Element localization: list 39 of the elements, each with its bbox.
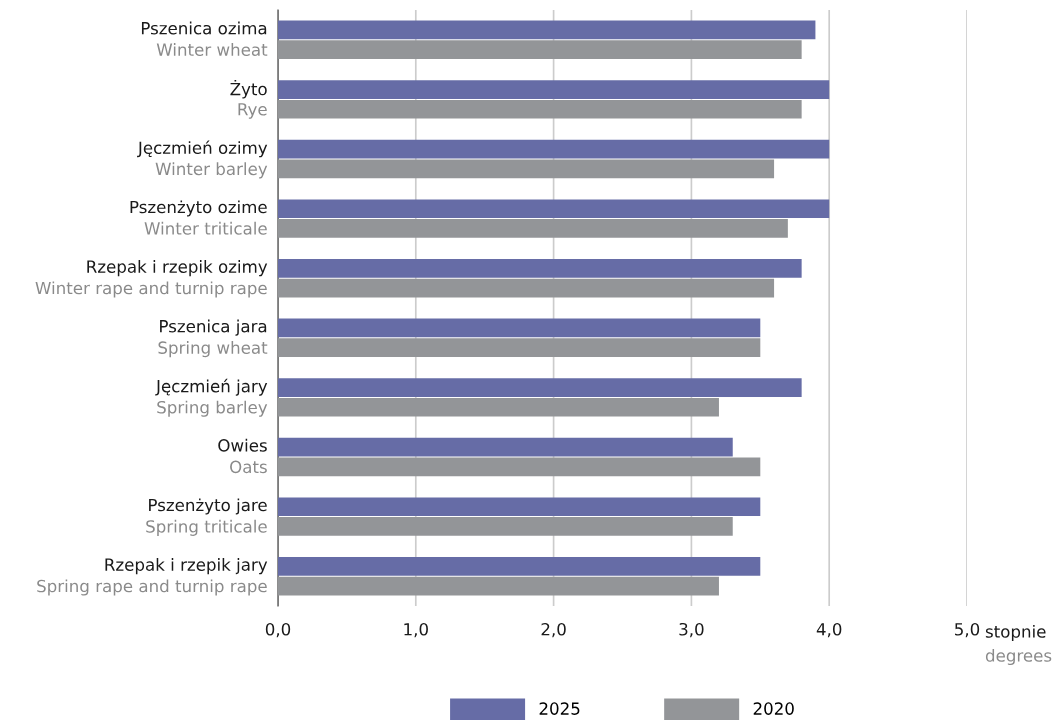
bar xyxy=(278,338,761,357)
bar xyxy=(278,457,761,477)
bar xyxy=(278,199,830,219)
legend-label: 2020 xyxy=(753,702,794,715)
y-tick-label: Pszenżyto ozime Winter triticale xyxy=(130,200,267,235)
y-tick-label: Żyto Rye xyxy=(230,79,267,119)
bar xyxy=(278,318,761,338)
bar xyxy=(278,80,830,99)
bar xyxy=(278,378,802,397)
bar xyxy=(278,497,761,517)
bar xyxy=(278,139,830,159)
y-tick-label: Jęczmień ozimy Winter barley xyxy=(137,140,268,179)
x-axis-title: stopnie degrees xyxy=(985,624,1052,666)
bar xyxy=(278,20,816,40)
bar xyxy=(278,278,775,298)
x-tick-label: 1,0 xyxy=(404,622,428,638)
bar xyxy=(278,517,733,536)
x-tick-label: 3,0 xyxy=(679,622,704,638)
y-tick-label: Owies Oats xyxy=(218,438,267,474)
x-tick-label: 4,0 xyxy=(816,622,842,638)
x-tick-label: 2,0 xyxy=(541,622,566,638)
bar xyxy=(278,437,733,457)
y-tick-label: Rzepak i rzepik jary Spring rape and turnip rape xyxy=(37,558,268,596)
bar xyxy=(278,99,802,119)
bar xyxy=(278,159,775,179)
y-tick-label: Rzepak i rzepik ozimy Winter rape and turnip rape xyxy=(35,260,268,298)
bar xyxy=(278,557,761,576)
x-tick-label: 0,0 xyxy=(265,622,291,638)
y-tick-label: Jęczmień jary Spring barley xyxy=(155,378,268,417)
legend-label: 2025 xyxy=(539,702,580,715)
bar xyxy=(278,259,802,278)
bar xyxy=(278,219,788,238)
y-tick-label: Pszenżyto jare Spring triticale xyxy=(146,498,267,536)
bar xyxy=(278,576,719,596)
x-tick-label: 5,0 xyxy=(955,622,980,638)
y-tick-label: Pszenica jara Spring wheat xyxy=(158,319,268,358)
bar xyxy=(278,40,802,59)
bar xyxy=(278,397,719,417)
y-tick-label: Pszenica ozima Winter wheat xyxy=(141,21,268,56)
